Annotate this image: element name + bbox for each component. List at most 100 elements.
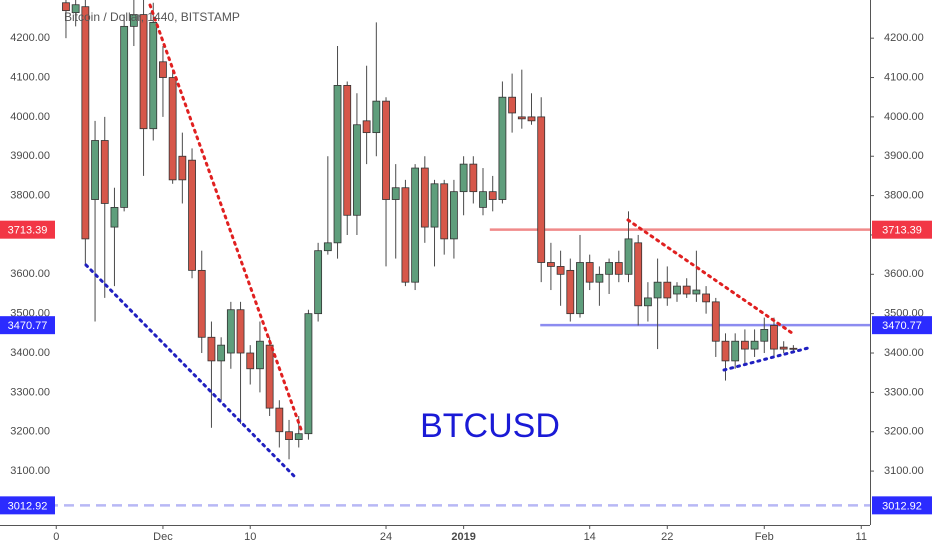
- annotation: BTCUSD: [420, 407, 560, 445]
- level-tag-label: 3470.77: [8, 320, 48, 332]
- candle-body: [760, 329, 769, 342]
- y-tick-label: 3600.00: [884, 268, 924, 280]
- y-tick-label: 3100.00: [884, 465, 924, 477]
- level-tag-label: 3470.77: [882, 320, 922, 332]
- candle-body: [100, 140, 109, 204]
- candle-body: [120, 25, 129, 208]
- x-tick-label: 0: [53, 531, 59, 543]
- y-tick-label: 3800.00: [10, 190, 50, 202]
- candle-body: [508, 96, 517, 114]
- level-tag-label: 3713.39: [8, 225, 48, 237]
- y-tick-label: 4200.00: [10, 32, 50, 44]
- x-tick-label: 10: [244, 531, 256, 543]
- x-tick-label: 11: [856, 531, 867, 543]
- y-tick-label: 4200.00: [884, 32, 924, 44]
- y-tick-label: 3100.00: [10, 465, 50, 477]
- candle-body: [643, 297, 652, 307]
- candle-body: [139, 14, 148, 130]
- trend-line: [148, 3, 304, 434]
- candle-body: [333, 85, 342, 244]
- candle-body: [595, 273, 604, 283]
- candle-body: [556, 266, 565, 275]
- candle-body: [294, 433, 303, 440]
- candle-body: [770, 325, 778, 350]
- candle-body: [440, 183, 449, 240]
- candle-body: [343, 85, 352, 216]
- candle-body: [779, 346, 788, 350]
- candle-body: [721, 340, 730, 362]
- candle-body: [168, 77, 177, 181]
- y-tick-label: 4000.00: [884, 111, 924, 123]
- candle-body: [110, 207, 119, 228]
- y-tick-label: 3200.00: [884, 426, 924, 438]
- trend-line: [626, 218, 794, 335]
- x-tick-label: 22: [661, 531, 673, 543]
- candle-body: [382, 100, 390, 200]
- candle-body: [488, 191, 497, 200]
- candle-body: [81, 6, 90, 240]
- candles: [62, 0, 798, 460]
- candle-body: [149, 22, 158, 130]
- level-tag-label: 3012.92: [8, 500, 48, 512]
- candle-body: [91, 140, 99, 200]
- candle-body: [479, 191, 487, 208]
- candle-body: [566, 269, 575, 315]
- candle-body: [285, 431, 293, 440]
- candle-body: [71, 4, 80, 13]
- candle-body: [547, 262, 555, 267]
- chart-title: Bitcoin / Dollar, 1440, BITSTAMP: [64, 10, 240, 24]
- candle-body: [372, 100, 381, 134]
- candle-body: [178, 155, 187, 181]
- level-tag-label: 3713.39: [882, 225, 922, 237]
- candle-body: [537, 116, 546, 263]
- candle-body: [450, 191, 458, 240]
- candle-body: [624, 238, 633, 275]
- candle-body: [323, 242, 332, 252]
- candle-body: [711, 301, 720, 342]
- candle-body: [401, 187, 410, 283]
- candle-body: [420, 167, 429, 228]
- y-tick-label: 4100.00: [10, 71, 50, 83]
- candle-body: [265, 344, 274, 409]
- candle-body: [246, 352, 255, 370]
- candle-body: [411, 167, 420, 283]
- candle-body: [469, 163, 478, 193]
- y-tick-label: 3400.00: [10, 347, 50, 359]
- candle-body: [702, 293, 710, 303]
- candle-body: [159, 61, 167, 78]
- y-tick-label: 3600.00: [10, 268, 50, 280]
- candle-body: [634, 242, 643, 307]
- trend-lines: [84, 3, 814, 480]
- candle-body: [614, 262, 623, 275]
- candle-body: [585, 262, 594, 283]
- level-tag: [0, 220, 55, 239]
- candle-body: [362, 120, 371, 134]
- x-tick-label: Dec: [153, 531, 173, 543]
- y-tick-label: 3900.00: [10, 150, 50, 162]
- candle-body: [391, 187, 400, 200]
- candle-body: [188, 159, 196, 271]
- candle-body: [653, 281, 662, 299]
- candle-body: [430, 183, 439, 228]
- y-tick-label: 3200.00: [10, 426, 50, 438]
- candle-body: [256, 340, 264, 370]
- trend-line: [84, 263, 298, 480]
- candle-body: [750, 340, 759, 350]
- y-tick-label: 3900.00: [884, 150, 924, 162]
- candle-body: [129, 14, 138, 27]
- candle-body: [353, 124, 361, 216]
- x-tick-label: 24: [380, 531, 392, 543]
- candle-body: [62, 2, 70, 12]
- level-tag: [0, 496, 55, 515]
- candle-body: [304, 313, 313, 435]
- candle-body: [673, 285, 681, 295]
- candle-body: [236, 309, 245, 354]
- candle-body: [692, 289, 701, 295]
- candle-body: [527, 116, 536, 122]
- candle-body: [217, 344, 226, 362]
- y-tick-label: 4000.00: [10, 111, 50, 123]
- candle-body: [226, 309, 235, 354]
- candle-body: [517, 116, 526, 120]
- level-tag: [872, 316, 932, 335]
